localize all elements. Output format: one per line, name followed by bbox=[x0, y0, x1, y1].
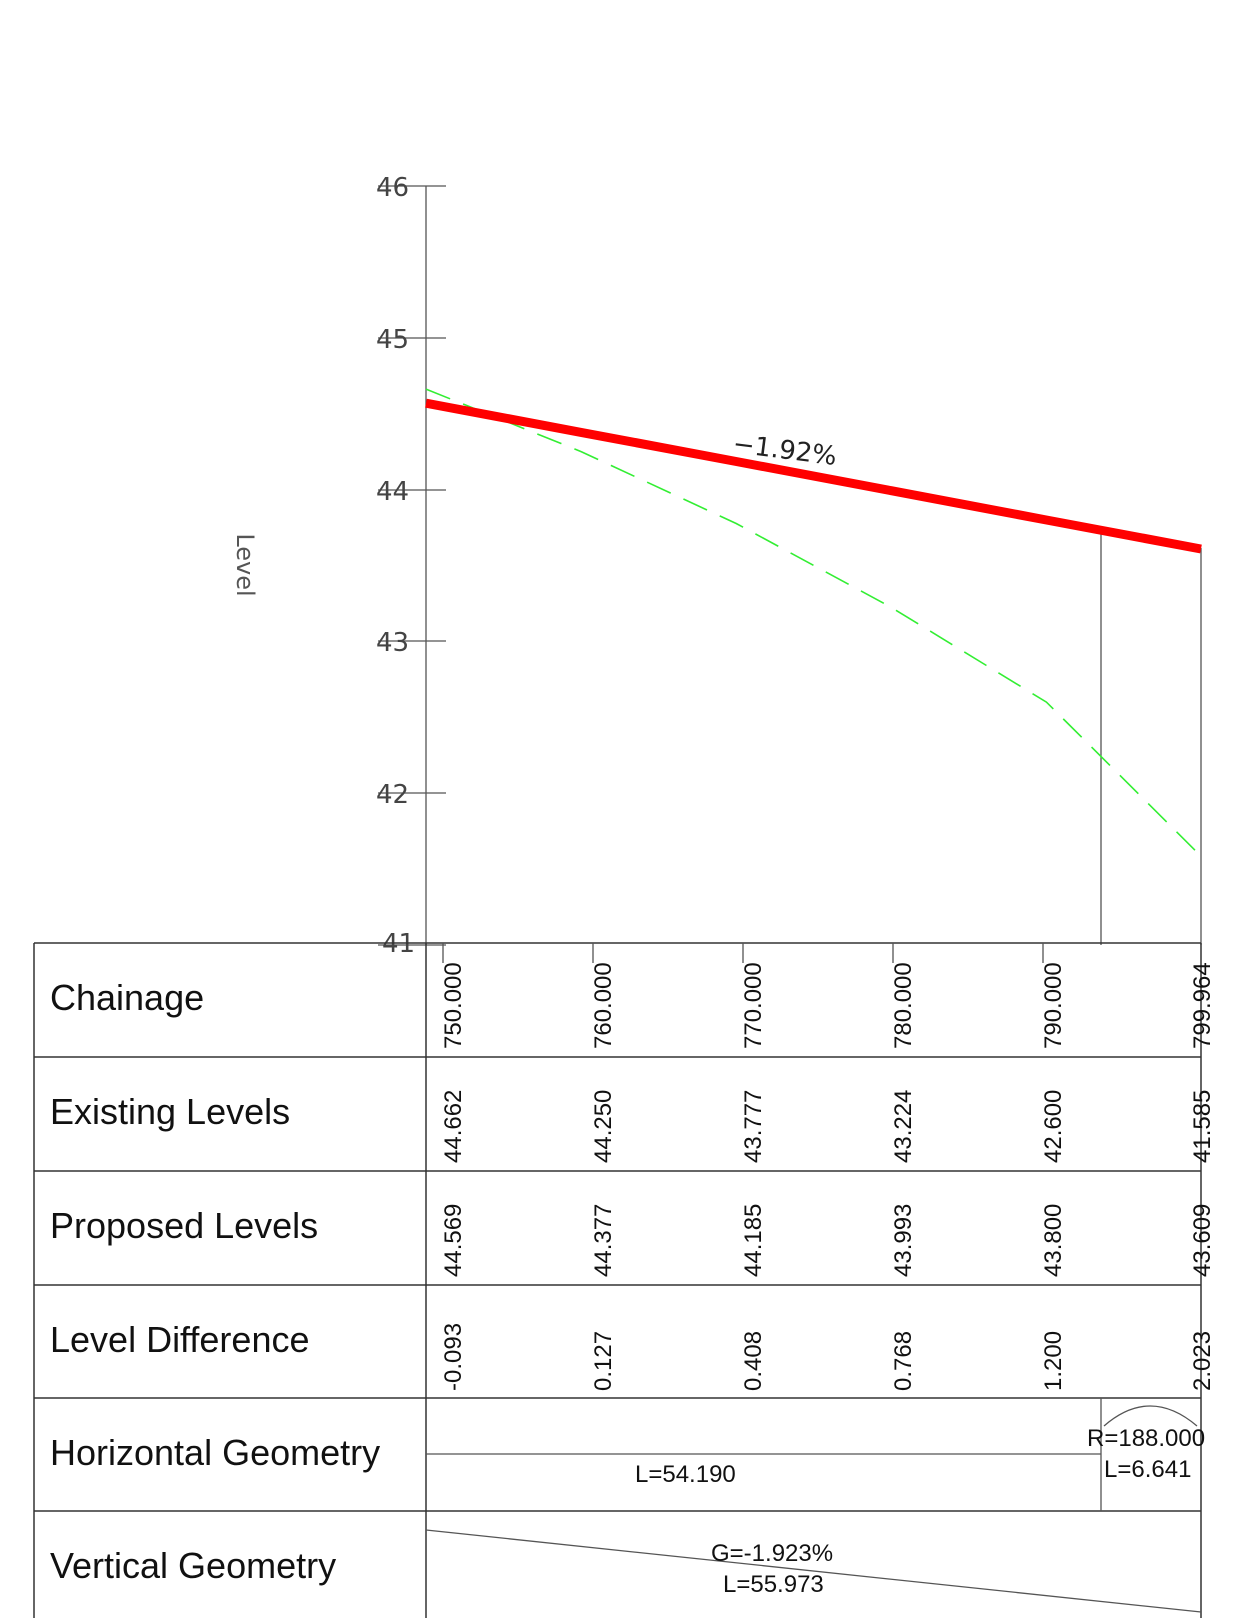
y-tick-label-46: 46 bbox=[376, 173, 409, 203]
y-tick-label-45: 45 bbox=[376, 325, 409, 355]
existing-level-value: 41.585 bbox=[1189, 1090, 1216, 1163]
proposed-level-value: 44.569 bbox=[440, 1204, 467, 1277]
level-difference-value: 1.200 bbox=[1040, 1331, 1067, 1391]
row-label-level-difference: Level Difference bbox=[50, 1319, 310, 1360]
y-tick-label-42: 42 bbox=[376, 780, 409, 810]
existing-level-value: 43.224 bbox=[890, 1090, 917, 1163]
y-axis-title: Level bbox=[231, 533, 259, 596]
row-label-chainage: Chainage bbox=[50, 977, 204, 1018]
band-table: Chainage Existing Levels Proposed Levels… bbox=[33, 942, 1216, 1618]
chainage-value: 760.000 bbox=[590, 962, 617, 1049]
chainage-value: 799.964 bbox=[1189, 962, 1216, 1049]
level-difference-value: 0.408 bbox=[740, 1331, 767, 1391]
horizontal-curve-length: L=6.641 bbox=[1104, 1456, 1191, 1483]
y-axis: 46 45 44 43 42 41 bbox=[376, 173, 446, 959]
level-difference-value: -0.093 bbox=[440, 1323, 467, 1391]
vertical-grade-line bbox=[425, 1529, 1202, 1613]
existing-level-value: 44.662 bbox=[440, 1090, 467, 1163]
level-difference-value: 0.127 bbox=[590, 1331, 617, 1391]
chainage-value: 750.000 bbox=[440, 962, 467, 1049]
row-label-proposed-levels: Proposed Levels bbox=[50, 1205, 318, 1246]
proposed-level-value: 44.185 bbox=[740, 1204, 767, 1277]
proposed-level-value: 43.609 bbox=[1189, 1204, 1216, 1277]
existing-levels-line bbox=[425, 388, 1202, 857]
horizontal-curve-radius: R=188.000 bbox=[1087, 1425, 1205, 1452]
chainage-value: 780.000 bbox=[890, 962, 917, 1049]
vertical-grade-length: L=55.973 bbox=[723, 1571, 824, 1598]
proposed-levels-line bbox=[425, 398, 1202, 554]
existing-level-point bbox=[891, 607, 892, 608]
existing-level-value: 44.250 bbox=[590, 1090, 617, 1163]
band-value-ticks bbox=[442, 943, 1044, 963]
row-label-vertical-geometry: Vertical Geometry bbox=[50, 1545, 336, 1586]
chainage-value: 790.000 bbox=[1040, 962, 1067, 1049]
y-tick-label-41: 41 bbox=[382, 929, 415, 959]
vertical-grade-value: G=-1.923% bbox=[711, 1540, 833, 1567]
proposed-level-value: 44.377 bbox=[590, 1204, 617, 1277]
horizontal-curve-arc bbox=[1103, 1405, 1198, 1427]
proposed-level-value: 43.800 bbox=[1040, 1204, 1067, 1277]
y-tick-label-43: 43 bbox=[376, 628, 409, 658]
horizontal-straight-length: L=54.190 bbox=[635, 1461, 736, 1488]
row-label-horizontal-geometry: Horizontal Geometry bbox=[50, 1432, 380, 1473]
y-tick-label-44: 44 bbox=[376, 477, 409, 507]
row-label-existing-levels: Existing Levels bbox=[50, 1091, 290, 1132]
existing-level-value: 42.600 bbox=[1040, 1090, 1067, 1163]
chainage-value: 770.000 bbox=[740, 962, 767, 1049]
level-difference-value: 2.023 bbox=[1189, 1331, 1216, 1391]
proposed-level-value: 43.993 bbox=[890, 1204, 917, 1277]
existing-level-value: 43.777 bbox=[740, 1090, 767, 1163]
level-difference-value: 0.768 bbox=[890, 1331, 917, 1391]
